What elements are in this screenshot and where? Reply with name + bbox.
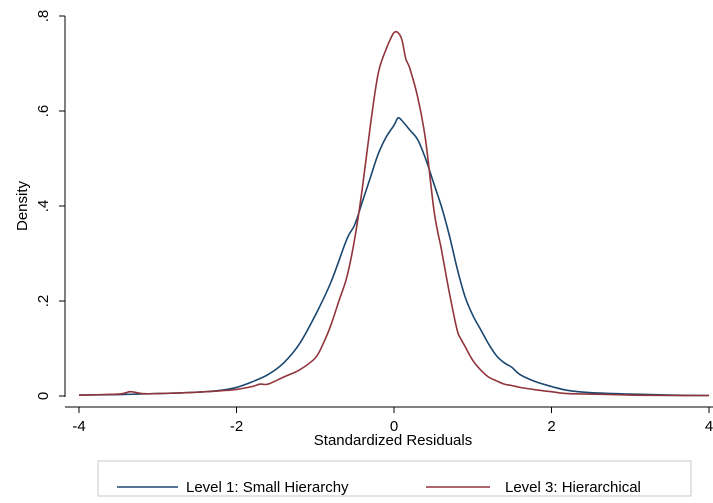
y-tick-label: .8: [35, 10, 52, 23]
x-tick-label: 4: [705, 418, 713, 435]
x-axis-label: Standardized Residuals: [314, 432, 472, 449]
series-layer: [78, 30, 710, 397]
y-axis-ticks: 0 .2 .4 .6 .8: [35, 10, 65, 400]
x-tick-label: 2: [547, 418, 555, 435]
y-tick-label: .6: [35, 105, 52, 118]
y-tick-label: 0: [35, 392, 52, 400]
y-tick-label: .4: [35, 200, 52, 213]
series-line-level1-small-hierarchy: [78, 117, 710, 397]
x-tick-label: -2: [230, 418, 243, 435]
x-tick-label: -4: [72, 418, 85, 435]
series-line-level3-hierarchical: [78, 30, 710, 397]
legend-box: [97, 460, 692, 497]
legend: Level 1: Small Hierarchy Level 3: Hierar…: [97, 460, 692, 497]
x-axis-ticks: -4 -2 0 2 4: [72, 407, 713, 435]
legend-label-level3: Level 3: Hierarchical: [505, 479, 641, 496]
x-tick-label: 0: [390, 418, 398, 435]
legend-label-level1: Level 1: Small Hierarchy: [186, 479, 349, 496]
y-tick-label: .2: [35, 295, 52, 308]
y-axis-label: Density: [14, 180, 31, 231]
